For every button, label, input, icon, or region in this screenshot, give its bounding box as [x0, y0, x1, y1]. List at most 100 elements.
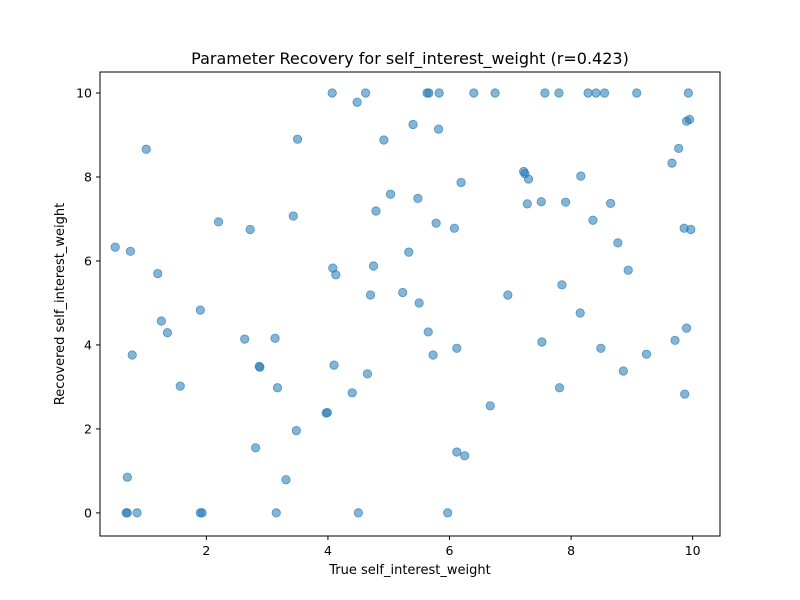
data-point-42 — [379, 135, 389, 145]
data-point-34 — [347, 388, 357, 398]
data-point-45 — [404, 247, 414, 257]
data-point-22 — [272, 383, 283, 393]
data-point-15 — [213, 217, 224, 227]
data-point-68 — [522, 199, 532, 209]
x-tick-label-10: 10 — [685, 543, 701, 558]
data-point-72 — [540, 88, 550, 98]
x-axis-ticks: 2 4 6 8 10 — [202, 536, 701, 558]
x-tick-label-4: 4 — [324, 543, 332, 558]
data-point-64 — [490, 88, 500, 98]
x-tick-label-2: 2 — [202, 543, 210, 558]
data-point-58 — [452, 343, 462, 353]
data-point-52 — [428, 350, 438, 360]
y-tick-label-6: 6 — [84, 253, 92, 268]
data-point-32 — [331, 270, 341, 280]
data-point-85 — [613, 238, 623, 248]
data-point-1 — [125, 246, 135, 256]
data-point-80 — [588, 215, 598, 225]
x-tick-label-6: 6 — [446, 543, 454, 558]
data-point-92 — [674, 143, 684, 154]
data-point-69 — [523, 174, 534, 184]
data-point-23 — [271, 508, 281, 518]
data-point-41 — [371, 206, 381, 216]
data-point-6 — [122, 508, 132, 518]
data-point-82 — [596, 343, 606, 353]
data-point-71 — [537, 337, 547, 347]
data-point-76 — [561, 197, 571, 207]
data-point-36 — [353, 508, 363, 518]
chart-title: Parameter Recovery for self_interest_wei… — [191, 49, 629, 69]
y-tick-label-8: 8 — [84, 169, 92, 184]
data-point-59 — [452, 447, 462, 457]
data-point-87 — [623, 265, 633, 275]
data-point-81 — [591, 88, 601, 98]
data-point-24 — [281, 475, 291, 485]
data-point-96 — [681, 323, 692, 333]
data-point-16 — [240, 334, 250, 344]
data-point-14 — [197, 508, 207, 518]
x-tick-label-8: 8 — [567, 543, 575, 558]
data-point-60 — [456, 177, 466, 188]
y-tick-label-2: 2 — [84, 421, 92, 436]
data-point-46 — [408, 119, 418, 130]
data-point-75 — [557, 280, 567, 290]
data-point-43 — [385, 189, 396, 199]
data-point-83 — [599, 88, 610, 98]
data-point-94 — [680, 389, 690, 399]
data-point-20 — [255, 362, 265, 372]
data-point-38 — [362, 369, 373, 379]
data-point-7 — [132, 508, 142, 518]
data-point-27 — [292, 134, 303, 144]
data-point-35 — [352, 97, 362, 107]
y-tick-label-0: 0 — [84, 505, 92, 520]
data-point-4 — [122, 472, 132, 482]
data-point-86 — [618, 366, 628, 376]
data-point-79 — [583, 88, 593, 98]
data-point-18 — [251, 443, 261, 453]
data-point-39 — [365, 290, 376, 300]
y-tick-label-10: 10 — [76, 85, 92, 100]
plot-frame — [99, 71, 721, 537]
data-point-74 — [554, 383, 565, 393]
data-points — [110, 88, 696, 518]
data-point-25 — [288, 211, 298, 221]
data-point-11 — [175, 381, 185, 391]
data-point-78 — [576, 171, 586, 181]
data-point-65 — [503, 290, 513, 300]
data-point-30 — [327, 88, 337, 98]
data-point-37 — [361, 88, 371, 98]
data-point-29 — [322, 407, 332, 418]
data-point-84 — [605, 198, 616, 209]
data-point-54 — [433, 124, 444, 134]
x-axis-label: True self_interest_weight — [328, 563, 490, 578]
data-point-63 — [485, 401, 495, 411]
data-point-88 — [632, 88, 642, 98]
data-point-97 — [683, 88, 693, 98]
data-point-89 — [641, 349, 652, 359]
data-point-3 — [127, 350, 137, 360]
y-axis-label: Recovered self_interest_weight — [53, 203, 68, 405]
data-point-26 — [291, 425, 301, 436]
data-point-50 — [424, 88, 434, 98]
data-point-55 — [434, 88, 444, 98]
y-axis-ticks: 0 2 4 6 8 10 — [76, 85, 100, 520]
data-point-21 — [270, 333, 280, 343]
data-point-56 — [443, 508, 453, 518]
data-point-53 — [431, 218, 441, 228]
data-point-51 — [423, 327, 433, 337]
data-point-17 — [245, 224, 255, 235]
data-point-47 — [413, 193, 423, 203]
data-point-9 — [156, 316, 166, 326]
data-point-2 — [141, 144, 151, 154]
data-point-90 — [667, 158, 677, 168]
data-point-77 — [575, 308, 585, 318]
data-point-91 — [670, 335, 680, 345]
data-point-40 — [368, 261, 379, 271]
data-point-62 — [469, 88, 479, 98]
data-point-98 — [685, 114, 695, 125]
data-point-73 — [554, 88, 564, 98]
data-point-70 — [536, 197, 546, 207]
data-point-12 — [195, 305, 205, 315]
data-point-44 — [398, 287, 408, 298]
